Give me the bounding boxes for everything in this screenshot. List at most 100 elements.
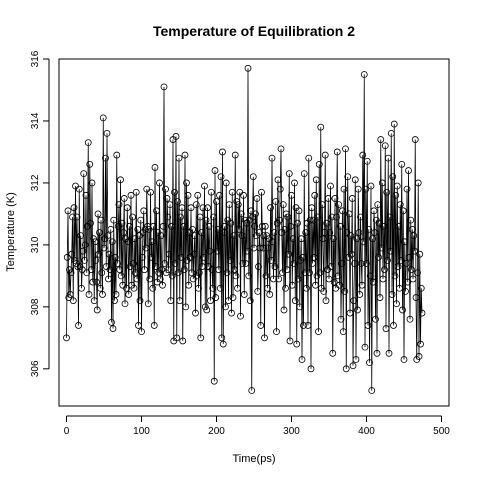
data-point (129, 260, 137, 267)
data-point (152, 263, 160, 270)
data-point (312, 281, 319, 289)
data-point (132, 188, 140, 196)
data-point (269, 238, 277, 246)
data-point (409, 275, 417, 283)
data-point (210, 377, 218, 385)
data-point (327, 182, 334, 190)
data-point (392, 191, 400, 199)
data-point (350, 297, 358, 305)
data-point (232, 272, 240, 280)
data-point (180, 222, 187, 230)
data-point (78, 284, 85, 292)
data-point (258, 222, 266, 230)
data-point (102, 154, 109, 162)
data-point (299, 253, 307, 261)
data-point (253, 195, 261, 202)
data-point (166, 201, 174, 209)
data-point (149, 284, 157, 292)
data-point (288, 281, 296, 289)
data-point (251, 222, 259, 230)
data-point (164, 213, 172, 221)
data-point (108, 318, 115, 326)
data-point (291, 297, 299, 305)
data-point (417, 340, 424, 348)
data-point (141, 266, 148, 274)
data-point (264, 244, 272, 252)
data-point (289, 235, 297, 243)
data-point (79, 247, 87, 255)
data-point (91, 238, 99, 246)
data-point (167, 297, 175, 305)
data-point (150, 322, 158, 329)
data-point (383, 188, 391, 196)
data-point (93, 306, 101, 314)
data-point (233, 198, 241, 205)
data-point (147, 253, 155, 261)
data-point (151, 164, 159, 171)
data-point (94, 210, 102, 218)
data-point (75, 322, 82, 329)
data-point (90, 297, 98, 305)
data-point (112, 291, 120, 298)
data-point (379, 275, 387, 283)
data-point (410, 232, 418, 240)
data-point (229, 294, 237, 301)
data-point (258, 188, 265, 196)
data-point (92, 256, 100, 264)
data-point (238, 232, 246, 240)
data-point (412, 294, 420, 301)
data-point (146, 275, 154, 283)
data-point (195, 284, 202, 292)
data-point (326, 229, 334, 236)
data-point (306, 216, 314, 224)
data-point (261, 334, 268, 342)
data-point (315, 160, 323, 168)
data-point (264, 284, 271, 292)
data-point (348, 250, 355, 258)
data-point (99, 114, 107, 122)
data-point (192, 309, 199, 317)
data-point (402, 287, 409, 295)
data-point (341, 287, 349, 295)
data-point (117, 176, 124, 184)
x-axis: 0 100 200 300 400 500 (64, 415, 450, 437)
data-point (245, 272, 253, 280)
data-point (349, 362, 357, 370)
data-point (243, 247, 251, 255)
data-point (407, 216, 415, 224)
data-point (184, 191, 192, 199)
data-point (358, 281, 366, 289)
data-point (351, 176, 359, 184)
data-point (96, 229, 103, 236)
data-point (210, 213, 217, 221)
data-point (81, 256, 88, 264)
data-point (290, 260, 298, 267)
data-point (323, 219, 331, 227)
data-point (375, 253, 382, 261)
data-point (142, 244, 150, 252)
data-point (390, 120, 398, 128)
data-point (414, 269, 421, 277)
data-point (106, 266, 114, 274)
data-point (219, 340, 227, 348)
data-point (63, 253, 71, 261)
data-point (390, 322, 397, 329)
data-point (366, 359, 373, 367)
data-point (285, 250, 292, 258)
data-point (405, 167, 412, 174)
data-point (87, 219, 94, 227)
data-point (317, 123, 325, 131)
data-point (97, 216, 105, 224)
data-point (320, 287, 328, 295)
data-point (333, 148, 341, 156)
data-point (360, 238, 367, 246)
data-point (346, 309, 354, 317)
series-line (66, 68, 423, 391)
data-point (99, 291, 106, 298)
data-point (105, 275, 112, 283)
data-point (117, 272, 125, 280)
data-point (309, 216, 317, 224)
data-point (133, 275, 141, 283)
data-point (90, 235, 97, 243)
